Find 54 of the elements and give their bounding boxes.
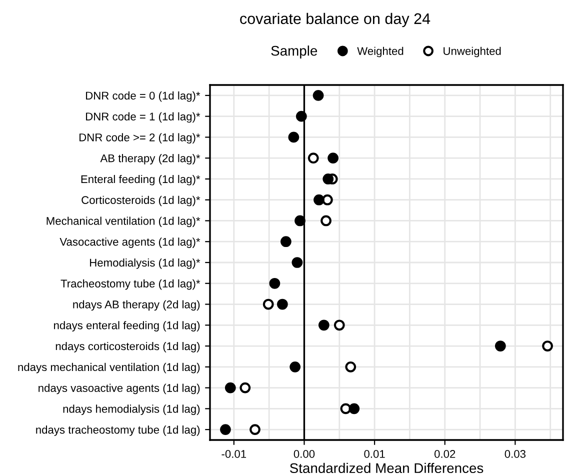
point (250, 424, 260, 435)
point (542, 340, 553, 352)
point (290, 361, 301, 372)
point (320, 215, 332, 226)
x-tick-label: 0.03 (504, 450, 526, 458)
y-tick-label: ndays AB therapy (2d lag) (73, 300, 200, 311)
point (345, 361, 356, 372)
point (224, 382, 236, 394)
y-tick-label: DNR code = 1 (1d lag)* (86, 112, 200, 123)
x-tick-label: -0.01 (222, 450, 246, 458)
point (340, 403, 352, 414)
y-tick-label: AB therapy (2d lag)* (100, 154, 200, 164)
point (318, 320, 330, 331)
point (280, 236, 292, 248)
point (312, 90, 324, 101)
point (494, 340, 506, 352)
y-tick-label: Hemodialysis (1d lag)* (90, 258, 200, 269)
legend-title: Sample (271, 46, 318, 58)
point (220, 424, 231, 435)
point (334, 320, 345, 331)
point (292, 257, 303, 268)
y-tick-label: ndays tracheostomy tube (1d lag) (36, 426, 200, 436)
x-tick-label: 0.02 (434, 450, 456, 458)
legend-label: Unweighted (444, 46, 501, 58)
y-tick-label: ndays corticosteroids (1d lag) (56, 342, 200, 352)
point (262, 298, 274, 310)
y-tick-label: DNR code >= 2 (1d lag)* (80, 133, 200, 144)
y-tick-label: ndays hemodialysis (1d lag) (63, 404, 200, 416)
x-tick-label: 0.00 (294, 450, 315, 458)
point (294, 215, 306, 226)
y-tick-label: Vasocactive agents (1d lag)* (60, 238, 200, 248)
point (322, 174, 334, 184)
point (348, 403, 360, 414)
y-tick-label: Tracheostomy tube (1d lag)* (60, 279, 200, 290)
y-tick-label: Mechanical ventilation (1d lag)* (46, 216, 200, 228)
y-tick-label: DNR code = 0 (1d lag)* (86, 91, 200, 102)
point (328, 152, 338, 164)
x-tick-label: 0.01 (364, 450, 385, 458)
y-tick-label: ndays vasoactive agents (1d lag) (38, 384, 200, 394)
y-tick-label: ndays enteral feeding (1d lag) (54, 321, 200, 332)
point (296, 110, 307, 122)
legend-label: Weighted (357, 46, 404, 58)
x-axis-title: Standardized Mean Differences (290, 462, 484, 474)
y-tick-label: ndays mechanical ventilation (1d lag) (18, 362, 200, 374)
point (240, 382, 251, 394)
y-tick-label: Corticosteroids (1d lag)* (82, 196, 200, 206)
point (308, 152, 319, 164)
chart-title: covariate balance on day 24 (240, 12, 430, 28)
point (322, 194, 333, 206)
point (276, 298, 288, 310)
point (314, 194, 324, 206)
point (269, 278, 280, 289)
y-tick-label: Enteral feeding (1d lag)* (81, 174, 200, 186)
point (288, 132, 300, 143)
